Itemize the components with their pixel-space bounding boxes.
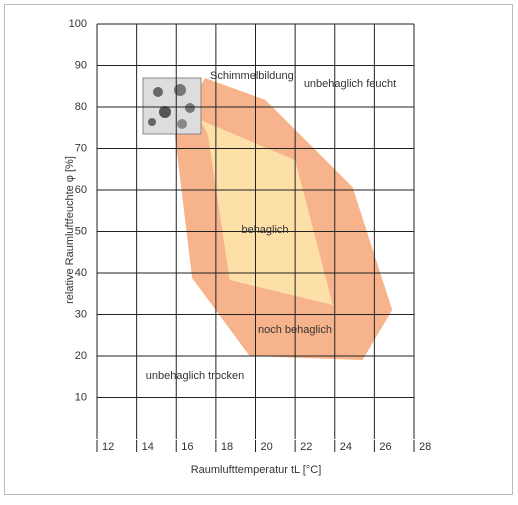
x-tick-label: 12 [102, 441, 114, 453]
y-tick-label: 40 [75, 267, 87, 279]
y-tick-label: 10 [75, 391, 87, 403]
y-tick-label: 90 [75, 59, 87, 71]
x-tick-label: 20 [261, 441, 273, 453]
x-tick-label: 14 [142, 441, 154, 453]
x-tick-label: 18 [221, 441, 233, 453]
y-tick-label: 60 [75, 184, 87, 196]
y-axis-label: relative Raumluftfeuchte φ [%] [64, 156, 76, 304]
y-tick-label: 50 [75, 225, 87, 237]
y-tick-label: 20 [75, 350, 87, 362]
x-tick-label: 26 [379, 441, 391, 453]
zone-label: behaglich [241, 224, 288, 236]
x-axis-label: Raumlufttemperatur tL [°C] [191, 464, 322, 476]
x-tick-label: 22 [300, 441, 312, 453]
annotation: unbehaglich feucht [304, 78, 396, 90]
x-tick-label: 16 [181, 441, 193, 453]
zone [200, 119, 333, 305]
y-tick-label: 100 [69, 18, 87, 30]
frame [4, 4, 513, 495]
mold-image [142, 77, 202, 135]
y-tick-label: 80 [75, 101, 87, 113]
y-tick-label: 30 [75, 308, 87, 320]
annotation: unbehaglich trocken [146, 370, 244, 382]
x-tick-label: 28 [419, 441, 431, 453]
x-tick-label: 24 [340, 441, 352, 453]
y-tick-label: 70 [75, 142, 87, 154]
annotation: Schimmelbildung [210, 70, 294, 82]
